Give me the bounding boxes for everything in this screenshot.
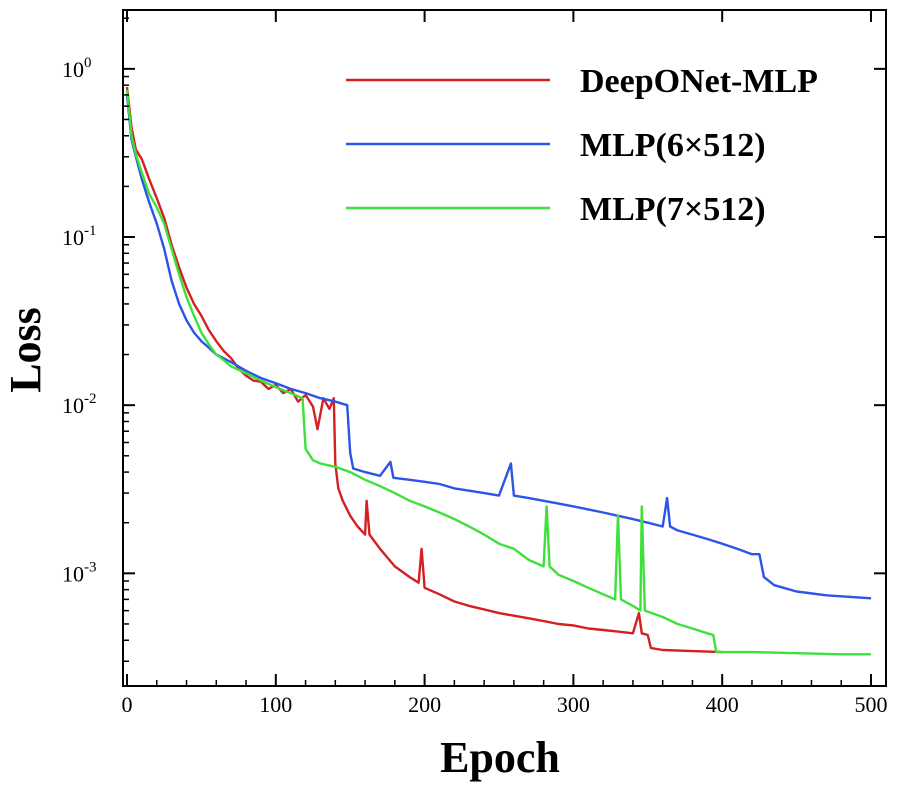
series-line-1	[125, 86, 723, 654]
x-tick-label: 500	[855, 692, 888, 717]
series-line-2	[125, 94, 872, 600]
legend: DeepONet-MLP MLP(6×512) MLP(7×512)	[346, 63, 818, 228]
plot-border	[122, 9, 887, 687]
x-tick-label: 100	[259, 692, 292, 717]
y-tick-label: 10-3	[62, 559, 97, 586]
legend-label-2: MLP(6×512)	[580, 127, 766, 164]
x-tick-label: 200	[408, 692, 441, 717]
series-layer	[125, 86, 872, 656]
y-tick-label: 100	[62, 55, 92, 82]
series-line-3	[125, 89, 871, 656]
x-tick-label: 300	[557, 692, 590, 717]
y-tick-label: 10-2	[62, 391, 97, 418]
x-axis-title: Epoch	[440, 733, 560, 782]
x-tick-label: 0	[122, 692, 133, 717]
plot-frame	[122, 9, 887, 687]
legend-label-1: DeepONet-MLP	[580, 63, 818, 100]
y-axis-title: Loss	[1, 307, 50, 393]
x-tick-label: 400	[706, 692, 739, 717]
axes-layer: 0 100 200 300 400 500 100 10-1 10-2 10-3	[62, 10, 888, 717]
legend-label-3: MLP(7×512)	[580, 191, 766, 228]
y-tick-label: 10-1	[62, 223, 97, 250]
